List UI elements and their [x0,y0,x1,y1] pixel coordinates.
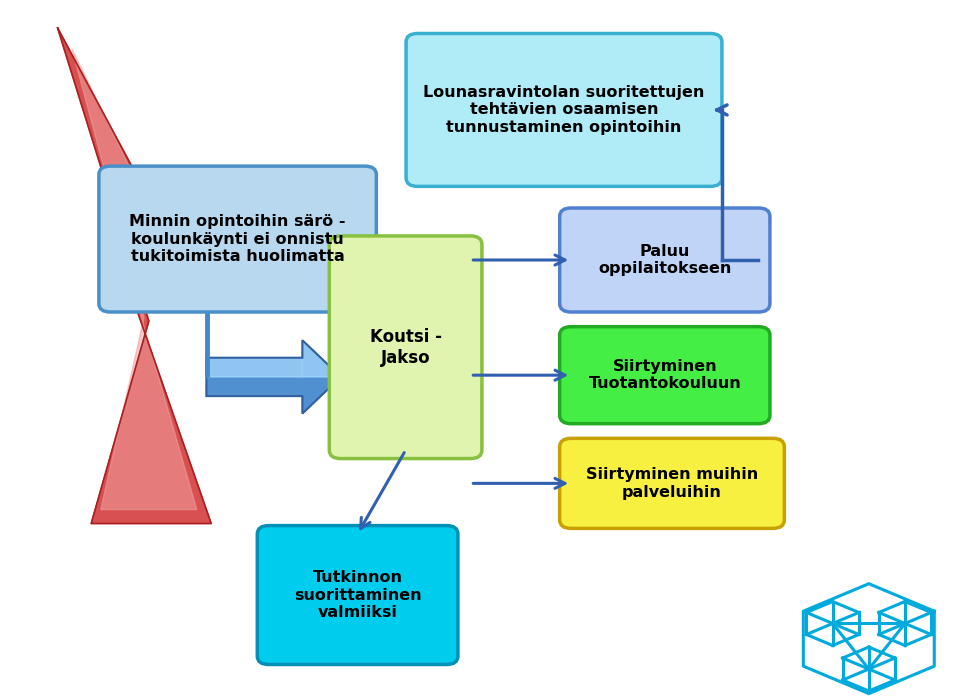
Text: Siirtyminen muihin
palveluihin: Siirtyminen muihin palveluihin [586,467,758,500]
FancyBboxPatch shape [560,327,770,424]
Polygon shape [58,28,211,524]
FancyBboxPatch shape [99,166,376,312]
Text: Tutkinnon
suorittaminen
valmiiksi: Tutkinnon suorittaminen valmiiksi [294,570,421,620]
Text: Lounasravintolan suoritettujen
tehtävien osaamisen
tunnustaminen opintoihin: Lounasravintolan suoritettujen tehtävien… [423,85,705,135]
FancyBboxPatch shape [257,526,458,664]
Text: Koutsi -
Jakso: Koutsi - Jakso [370,328,442,366]
FancyBboxPatch shape [560,438,784,528]
Polygon shape [72,49,197,510]
Polygon shape [206,340,341,377]
Polygon shape [206,340,341,413]
FancyBboxPatch shape [329,236,482,459]
FancyBboxPatch shape [406,34,722,186]
FancyBboxPatch shape [560,208,770,312]
Text: Siirtyminen
Tuotantokouluun: Siirtyminen Tuotantokouluun [588,359,741,392]
Text: Minnin opintoihin särö -
koulunkäynti ei onnistu
tukitoimista huolimatta: Minnin opintoihin särö - koulunkäynti ei… [130,214,346,264]
Text: Paluu
oppilaitokseen: Paluu oppilaitokseen [598,244,732,276]
